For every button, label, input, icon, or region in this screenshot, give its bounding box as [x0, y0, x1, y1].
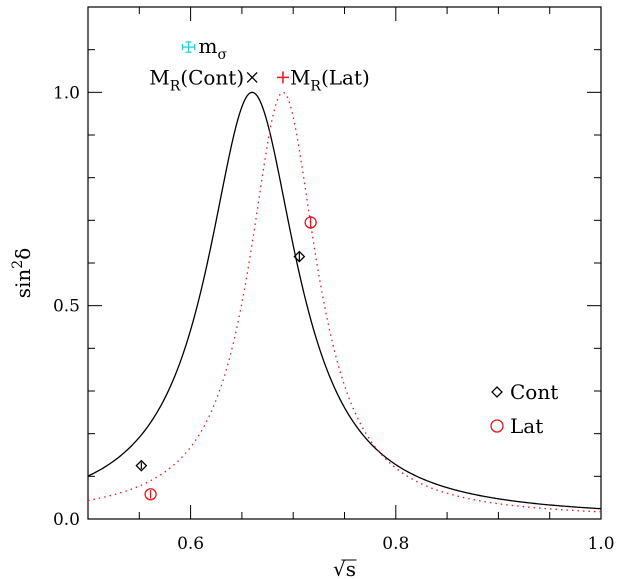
legend-circle-icon [490, 419, 504, 433]
m-sigma-label: mσ [199, 34, 228, 63]
series-curve-cont [87, 91, 602, 510]
legend-label-lat: Lat [510, 414, 543, 438]
x-axis-label: √s [333, 557, 356, 579]
y-axis-label: sin2δ [10, 248, 35, 299]
data-point-lat [304, 216, 317, 229]
x-tick-label: 1.0 [587, 534, 614, 554]
legend-label-cont: Cont [510, 380, 558, 404]
x-marker [246, 71, 258, 83]
x-tick-label: 0.8 [382, 534, 409, 554]
annotations: mσ MR(Cont) MR(Lat) [149, 34, 370, 94]
mr-lat-marker [276, 71, 289, 84]
y-tick-label: 1.0 [53, 83, 80, 103]
circle-marker [144, 488, 157, 501]
diamond-marker [293, 250, 306, 263]
circle-marker [304, 216, 317, 229]
legend: Cont Lat [490, 380, 558, 438]
data-points [135, 216, 317, 501]
mr-cont-marker [246, 71, 258, 83]
y-tick-label: 0.5 [53, 297, 80, 317]
x-tick-label: 0.6 [177, 534, 204, 554]
curves [87, 91, 602, 513]
data-point-lat [144, 488, 157, 501]
y-tick-label: 0.0 [53, 510, 80, 530]
diamond-marker [135, 459, 148, 472]
mr-lat-label: MR(Lat) [290, 65, 370, 94]
series-curve-lat [87, 91, 602, 513]
data-point-cont [135, 459, 148, 472]
legend-diamond-icon [491, 386, 503, 398]
axes: 0.6 0.8 1.0 0.0 0.5 1.0 [53, 6, 615, 561]
m-sigma-marker [181, 41, 196, 53]
data-point-cont [293, 250, 306, 263]
mr-cont-label: MR(Cont) [149, 65, 244, 94]
